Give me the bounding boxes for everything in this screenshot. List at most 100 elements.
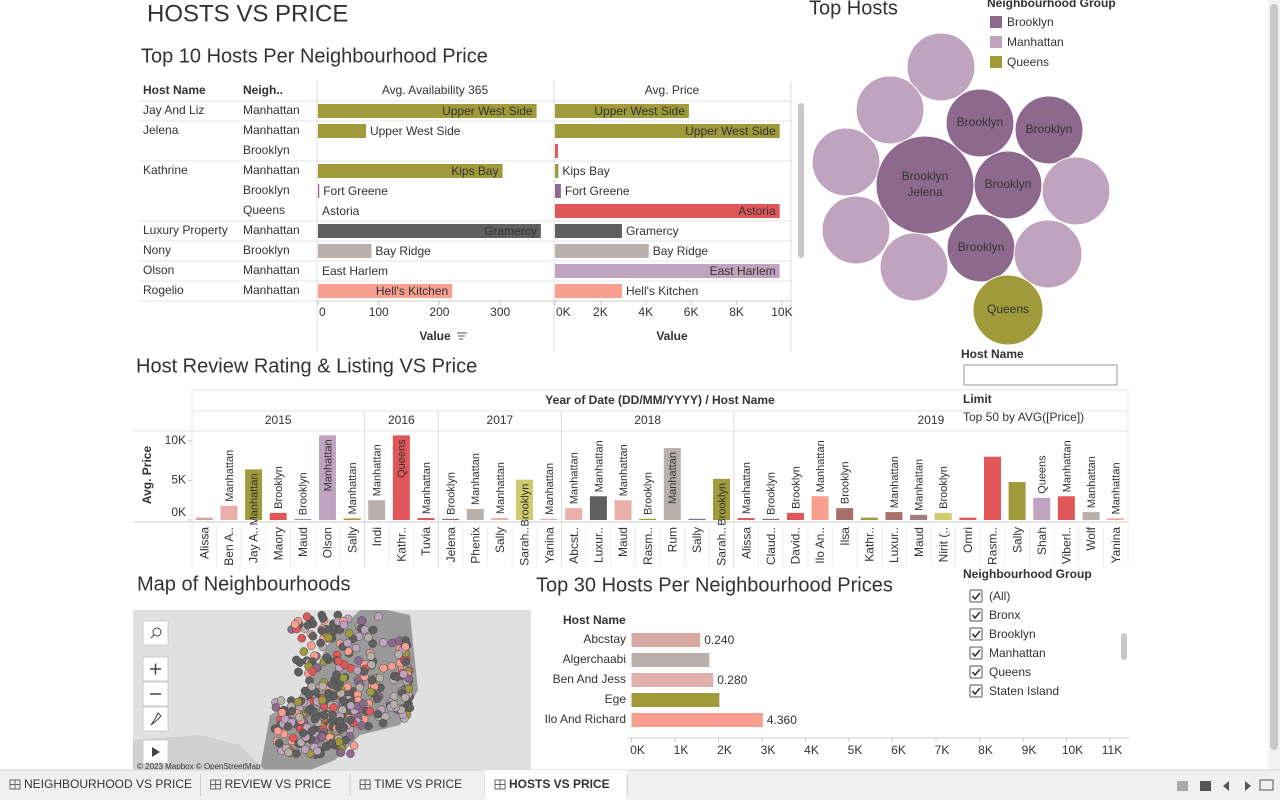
bar-label: Manhattan [1111,462,1123,514]
host-name: Shah [1035,527,1049,555]
map-point [335,716,345,726]
map-control[interactable] [142,620,169,646]
column-header: Neigh.. [243,83,283,97]
tick-label: 0K [556,305,571,319]
bar-label: Kips Bay [562,164,609,178]
map-point [364,633,373,643]
map-point [366,651,376,661]
host-name: Jay And Liz [143,103,204,117]
text-input[interactable] [963,364,1118,386]
map-point [290,620,300,629]
year-label: 2019 [918,413,945,427]
host-name: Sally [493,527,507,553]
checkbox[interactable] [969,627,983,641]
checkbox[interactable] [969,665,983,679]
map-point [274,738,284,748]
map-point [283,722,293,731]
group-name: Manhattan [243,123,300,137]
bar [631,633,701,647]
map-point [294,667,303,677]
map-point [299,647,309,656]
bar-label: Upper West Side [442,104,533,118]
bar-label: Manhattan [544,463,556,515]
checkbox[interactable] [969,684,983,698]
bar [1008,482,1026,520]
nav-control[interactable] [1245,781,1251,791]
bar [555,224,622,238]
group-name: Brooklyn [243,183,290,197]
tick-label: 5K [848,743,863,757]
bubble-label: Brooklyn [985,177,1032,191]
scrollbar-thumb[interactable] [798,103,804,258]
bar [639,518,657,520]
host-name: Rasm.. [641,527,655,565]
host-name: Alissa [739,527,753,559]
group-name: Manhattan [243,103,300,117]
host-name: Jelena [143,123,179,137]
bar [318,184,320,198]
host-name: Wolf [1084,526,1098,550]
scrollbar-thumb[interactable] [1121,633,1127,660]
checkbox[interactable] [969,608,983,622]
host-name: Maud [616,527,630,557]
bar-label: Gramercy [484,224,537,238]
bar-label: Manhattan [569,452,581,504]
tick-label: 8K [729,305,744,319]
host-name: Maud [912,527,926,557]
bubble [972,274,1044,346]
present-control[interactable] [1259,779,1274,791]
view-control[interactable] [1177,781,1188,791]
icon [150,634,155,639]
map-point [368,639,377,648]
map-point [349,741,359,750]
bar [910,514,928,520]
bar-label: Brooklyn [298,472,310,515]
bar [220,505,238,520]
map-point [313,746,322,756]
map-point [334,656,343,666]
bubble-label: Queens [987,302,1029,316]
host-name: Sally [1010,527,1024,553]
tab-active[interactable] [485,770,628,800]
column-header: Year of Date (DD/MM/YYYY) / Host Name [545,393,775,407]
host-name: Abcst.. [567,527,581,564]
map-point [293,697,303,707]
bar-label: Brooklyn [938,466,950,509]
bubble [855,75,925,145]
bar [555,264,780,278]
map-point [319,711,329,720]
nav-control[interactable] [1223,781,1229,791]
column-header: Avg. Availability 365 [382,83,489,97]
bar-label: Queens [396,439,408,478]
host-name: Omri [961,527,975,553]
map-point [287,706,297,716]
map-point [360,625,370,634]
map-point [302,612,312,621]
bar-label: Manhattan [815,440,827,492]
page-scroll-thumb[interactable] [1270,4,1278,750]
map-point [387,662,396,671]
bubble-label: Brooklyn [957,115,1004,129]
bubble [906,32,976,102]
checkbox-label: Staten Island [989,684,1059,698]
bar [836,508,854,520]
bar-label: Manhattan [421,462,433,514]
host-name: Viberl.. [1060,527,1074,564]
group-name: Brooklyn [243,243,290,257]
map-point [324,633,333,643]
tick-label: 11K [1102,743,1122,757]
map-point [318,681,328,691]
checkbox[interactable] [969,589,983,603]
dashboard-title: HOSTS VS PRICE [147,0,348,27]
map-point [328,710,337,720]
bar [860,517,878,520]
bar [885,512,903,520]
checkbox[interactable] [969,646,983,660]
legend-swatch [990,56,1002,68]
host-name: Indi [370,527,384,546]
tick-label: 4K [804,743,819,757]
checkmark [971,630,981,639]
view-control[interactable] [1200,781,1211,791]
map-point [387,638,397,648]
bar-label: Fort Greene [323,184,388,198]
